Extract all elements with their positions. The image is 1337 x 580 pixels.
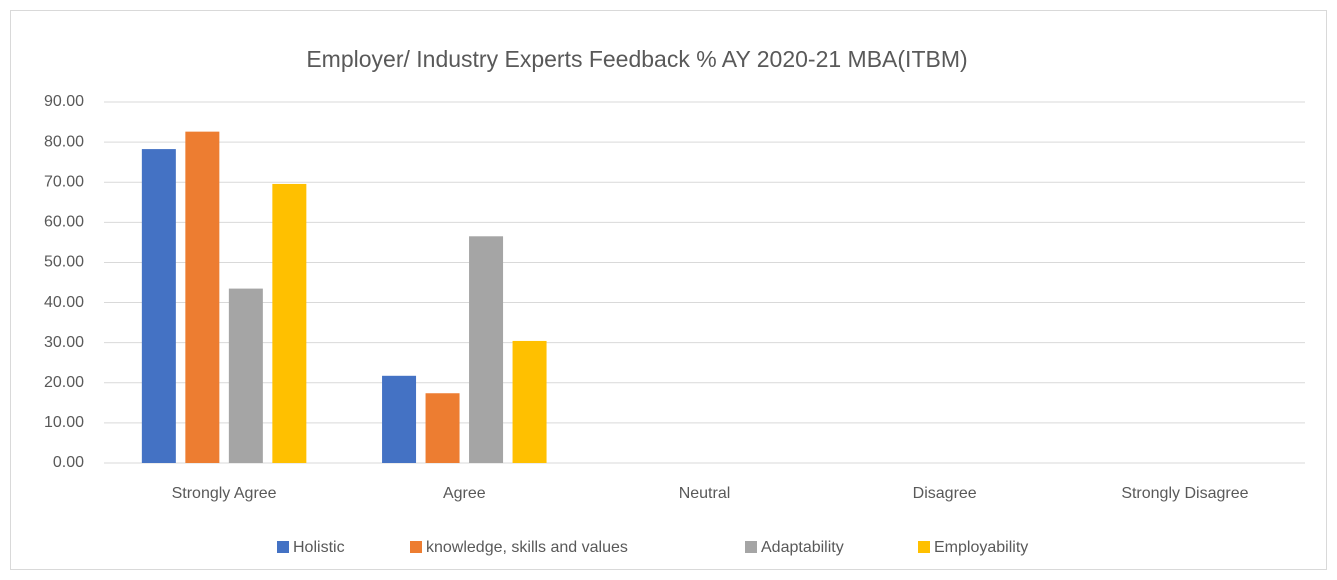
chart-title: Employer/ Industry Experts Feedback % AY… (306, 46, 967, 72)
bar (469, 236, 504, 463)
x-tick-label: Strongly Agree (172, 485, 277, 502)
x-tick-label: Neutral (679, 485, 731, 502)
y-tick-label: 0.00 (53, 454, 84, 471)
bar (141, 149, 176, 463)
y-tick-label: 70.00 (44, 173, 84, 190)
y-tick-label: 40.00 (44, 294, 84, 311)
legend-swatch (745, 541, 757, 553)
y-tick-label: 50.00 (44, 254, 84, 271)
x-tick-label: Disagree (913, 485, 977, 502)
bar (382, 375, 417, 463)
bar (425, 393, 460, 463)
legend-swatch (277, 541, 289, 553)
y-tick-label: 60.00 (44, 214, 84, 231)
bar (512, 340, 547, 463)
x-tick-label: Agree (443, 485, 486, 502)
legend-swatch (918, 541, 930, 553)
bar (228, 288, 263, 463)
bar (185, 131, 220, 464)
legend-label: Adaptability (761, 539, 844, 556)
x-tick-label: Strongly Disagree (1121, 485, 1248, 502)
y-tick-label: 80.00 (44, 133, 84, 150)
legend-label: knowledge, skills and values (426, 539, 628, 556)
y-tick-label: 90.00 (44, 93, 84, 110)
legend-label: Employability (934, 539, 1028, 556)
y-tick-label: 10.00 (44, 414, 84, 431)
legend-swatch (410, 541, 422, 553)
bar (272, 183, 307, 463)
legend-label: Holistic (293, 539, 345, 556)
y-tick-label: 30.00 (44, 334, 84, 351)
y-tick-label: 20.00 (44, 374, 84, 391)
